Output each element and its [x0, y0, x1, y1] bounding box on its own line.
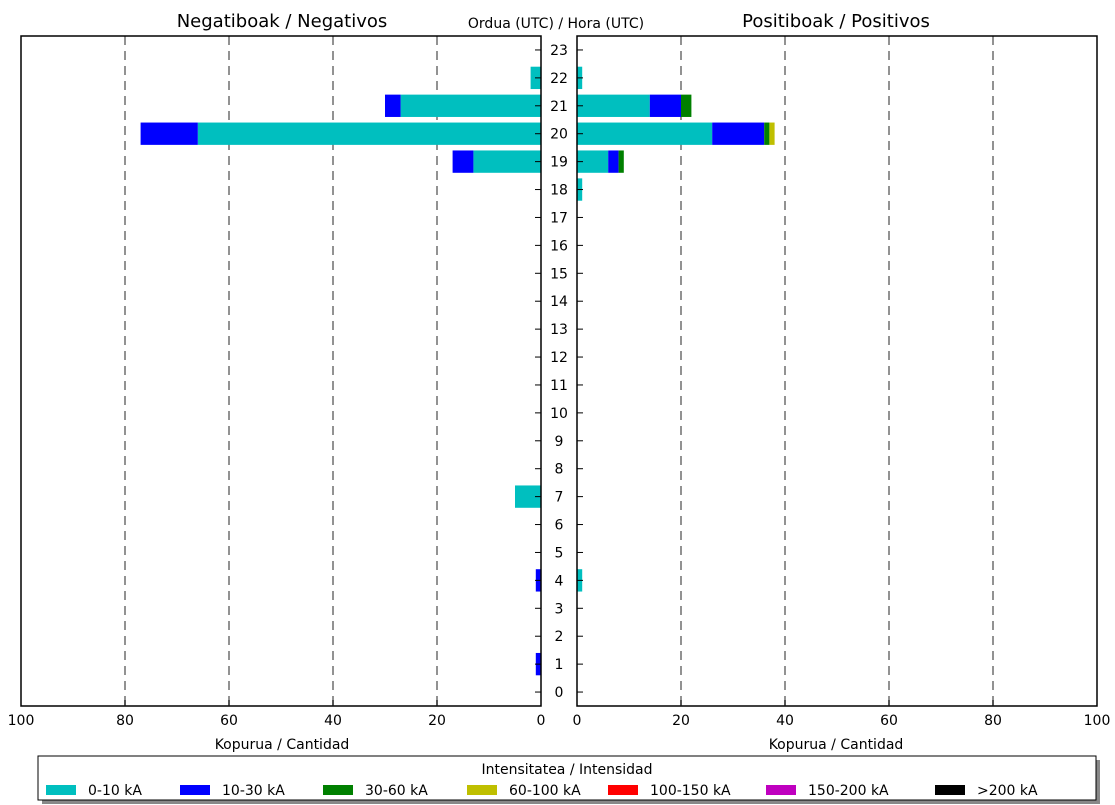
legend-label: >200 kA: [977, 783, 1038, 799]
legend-label: 0-10 kA: [88, 783, 142, 799]
legend-swatch: [766, 785, 796, 795]
positive-x-tick-label: 20: [672, 713, 690, 729]
hour-label: 8: [555, 462, 564, 478]
positive-bar-h19-0-10-kA: [577, 150, 609, 173]
hour-label: 13: [550, 322, 568, 338]
hour-axis-title: Ordua (UTC) / Hora (UTC): [468, 16, 644, 32]
negative-panel-title: Negatiboak / Negativos: [177, 11, 388, 32]
hour-label: 10: [550, 406, 568, 422]
positive-bar-h20-30-60-kA: [764, 122, 770, 145]
negative-x-tick-label: 20: [428, 713, 446, 729]
negative-bar-h21-0-10-kA: [400, 94, 541, 117]
legend-swatch: [46, 785, 76, 795]
positive-bar-h21-10-30-kA: [649, 94, 681, 117]
negative-x-tick-label: 60: [220, 713, 238, 729]
hour-label: 17: [550, 210, 568, 226]
positive-x-axis-label: Kopurua / Cantidad: [769, 737, 904, 753]
positive-bar-h21-30-60-kA: [681, 94, 692, 117]
hour-label: 23: [550, 43, 568, 59]
legend-swatch: [467, 785, 497, 795]
positive-bar-h20-60-100-kA: [769, 122, 775, 145]
hour-label: 0: [555, 685, 564, 701]
hour-label: 6: [555, 518, 564, 534]
legend: Intensitatea / Intensidad 0-10 kA 10-30 k…: [37, 755, 1100, 804]
positive-x-tick-label: 0: [573, 713, 582, 729]
negative-bar-h19-10-30-kA: [452, 150, 474, 173]
negative-bar-h20-10-30-kA: [140, 122, 198, 145]
positive-x-tick-label: 40: [776, 713, 794, 729]
positive-bar-h19-30-60-kA: [618, 150, 624, 173]
hour-label: 1: [555, 657, 564, 673]
negative-bar-h7-0-10-kA: [515, 485, 541, 508]
negative-x-tick-label: 100: [8, 713, 35, 729]
hour-label: 19: [550, 155, 568, 171]
negative-panel: 0 20 40 60 80 100: [8, 35, 546, 729]
hour-label: 3: [555, 601, 564, 617]
legend-label: 60-100 kA: [509, 783, 581, 799]
legend-label: 30-60 kA: [365, 783, 428, 799]
hour-label: 5: [555, 545, 564, 561]
negative-bar-h19-0-10-kA: [473, 150, 541, 173]
negative-x-tick-label: 40: [324, 713, 342, 729]
positive-bar-h19-10-30-kA: [608, 150, 619, 173]
hour-label: 16: [550, 238, 568, 254]
legend-swatch: [608, 785, 638, 795]
legend-label: 100-150 kA: [650, 783, 731, 799]
legend-swatch: [323, 785, 353, 795]
negative-x-tick-label: 0: [537, 713, 546, 729]
negative-bar-h20-0-10-kA: [197, 122, 542, 145]
hour-label: 20: [550, 127, 568, 143]
hour-label: 2: [555, 629, 564, 645]
hour-label: 12: [550, 350, 568, 366]
positive-x-tick-label: 80: [984, 713, 1002, 729]
negative-x-axis-label: Kopurua / Cantidad: [215, 737, 350, 753]
hour-label: 21: [550, 99, 568, 115]
hour-label: 15: [550, 266, 568, 282]
legend-swatch: [935, 785, 965, 795]
hour-label: 22: [550, 71, 568, 87]
legend-swatch: [180, 785, 210, 795]
positive-frame: [576, 35, 1098, 707]
hour-label: 14: [550, 294, 568, 310]
legend-label: 10-30 kA: [222, 783, 285, 799]
positive-panel-title: Positiboak / Positivos: [742, 11, 930, 32]
positive-x-tick-label: 60: [880, 713, 898, 729]
positive-bar-h20-10-30-kA: [712, 122, 765, 145]
legend-label: 150-200 kA: [808, 783, 889, 799]
positive-bar-h21-0-10-kA: [577, 94, 650, 117]
positive-panel: 0 20 40 60 80 100: [573, 35, 1111, 729]
positive-x-tick-label: 100: [1084, 713, 1111, 729]
hour-label: 11: [550, 378, 568, 394]
negative-frame: [20, 35, 542, 707]
hour-label: 7: [555, 490, 564, 506]
legend-title: Intensitatea / Intensidad: [481, 762, 652, 778]
hour-label: 18: [550, 183, 568, 199]
negative-x-tick-label: 80: [116, 713, 134, 729]
negative-bar-h21-10-30-kA: [385, 94, 401, 117]
hour-label: 4: [555, 573, 564, 589]
hour-label: 9: [555, 434, 564, 450]
positive-bar-h20-0-10-kA: [577, 122, 713, 145]
legend-box: [37, 755, 1097, 801]
